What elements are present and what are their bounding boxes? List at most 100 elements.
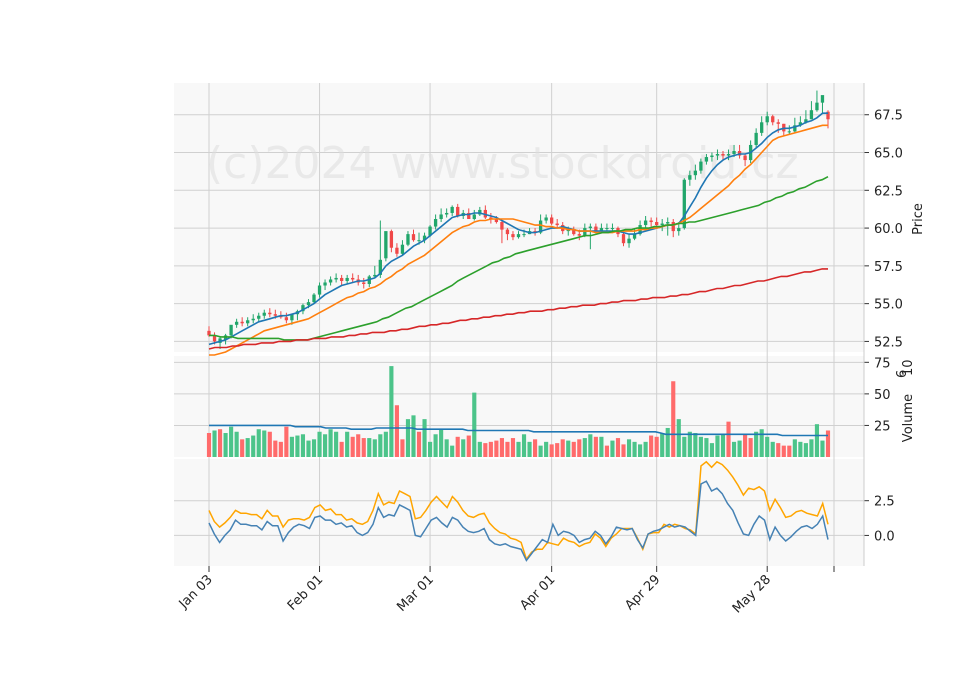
candle-body (339, 277, 344, 281)
volume-bar (571, 441, 576, 457)
volume-bar (765, 436, 770, 457)
volume-bar (273, 440, 278, 457)
candle-body (351, 277, 355, 280)
candle-body (671, 222, 675, 232)
candle-body (240, 321, 244, 324)
candle-body (505, 229, 510, 235)
volume-bar (687, 431, 692, 457)
volume-bar (461, 439, 466, 457)
candle-body (246, 320, 250, 324)
price-y-tick-label: 52.5 (874, 335, 903, 350)
candle-body (677, 228, 681, 232)
volume-bar (693, 433, 698, 457)
x-tick-label: Mar 01 (394, 572, 437, 615)
volume-bar (450, 445, 455, 457)
volume-bar (306, 440, 311, 457)
volume-bar (422, 419, 427, 457)
volume-bar (455, 436, 460, 457)
indicator-line (208, 480, 829, 562)
volume-bar (505, 441, 510, 457)
volume-bar (615, 438, 621, 457)
volume-bar (334, 431, 339, 457)
price-moving-average-line (208, 112, 828, 346)
volume-bar (295, 435, 300, 457)
candle-body (384, 231, 388, 259)
candle-body (450, 206, 454, 213)
candle-body (632, 234, 637, 239)
volume-bar (643, 441, 648, 457)
volume-bar (433, 434, 438, 457)
volume-bar (743, 434, 748, 457)
x-tick-label: Apr 01 (517, 572, 558, 613)
price-y-tick-label: 60.0 (874, 222, 903, 237)
volume-bar (814, 424, 820, 457)
volume-bar (345, 431, 350, 457)
volume-bar (533, 439, 538, 457)
volume-bar (781, 445, 786, 457)
candle-body (704, 157, 709, 162)
volume-bar (737, 440, 742, 457)
candle-body (715, 154, 720, 156)
volume-bar (731, 441, 737, 457)
candle-body (826, 111, 830, 120)
volume-bar (229, 426, 234, 457)
volume-bar (671, 381, 676, 457)
volume-y-tick-label: 50 (874, 388, 891, 403)
volume-bar (472, 392, 477, 457)
candle-body (411, 234, 416, 241)
candle-body (660, 223, 664, 226)
candle-body (726, 154, 731, 156)
volume-bar (803, 443, 808, 457)
candle-body (389, 231, 394, 248)
candle-body (395, 247, 399, 254)
volume-bar (748, 438, 753, 457)
volume-bar (759, 429, 764, 457)
volume-bar (300, 434, 306, 457)
candle-body (522, 234, 526, 236)
panel-background (174, 459, 864, 566)
price-y-tick-label: 65.0 (874, 147, 903, 162)
candle-body (257, 315, 261, 319)
candle-body (798, 122, 803, 126)
volume-bar (466, 435, 471, 457)
volume-bar (754, 431, 759, 457)
x-tick-label: Feb 01 (285, 572, 327, 614)
volume-bar (322, 434, 328, 457)
volume-bar (234, 431, 239, 457)
candle-body (820, 95, 825, 103)
candle-body (643, 220, 648, 226)
volume-bar (792, 439, 797, 457)
candle-body (572, 229, 576, 235)
candle-body (251, 318, 255, 321)
volume-bar (439, 429, 444, 457)
candle-body (666, 222, 670, 224)
volume-bar (599, 436, 604, 457)
candle-body (500, 222, 504, 230)
watermark: (c)2024 www.stockdroid.cz (206, 138, 799, 189)
volume-bar (577, 439, 582, 457)
volume-bar (665, 427, 670, 457)
candle-body (428, 226, 432, 236)
candle-body (627, 238, 631, 244)
candle-body (605, 228, 609, 230)
x-tick-label: Jan 03 (176, 572, 216, 612)
candle-body (234, 321, 239, 325)
candle-body (433, 219, 438, 227)
candle-body (776, 122, 780, 124)
candle-body (301, 305, 305, 312)
volume-bar (527, 441, 532, 457)
volume-bar (256, 429, 261, 457)
candle-body (815, 102, 819, 111)
volume-bar (654, 436, 659, 457)
volume-bar (240, 439, 245, 457)
volume-bar (682, 436, 687, 457)
candle-body (494, 219, 499, 223)
candle-body (555, 223, 559, 226)
volume-bar (698, 436, 703, 457)
volume-bar (787, 445, 792, 457)
volume-bar (715, 435, 720, 457)
candle-body (538, 220, 543, 233)
volume-bar (516, 441, 521, 457)
candle-body (732, 151, 736, 155)
